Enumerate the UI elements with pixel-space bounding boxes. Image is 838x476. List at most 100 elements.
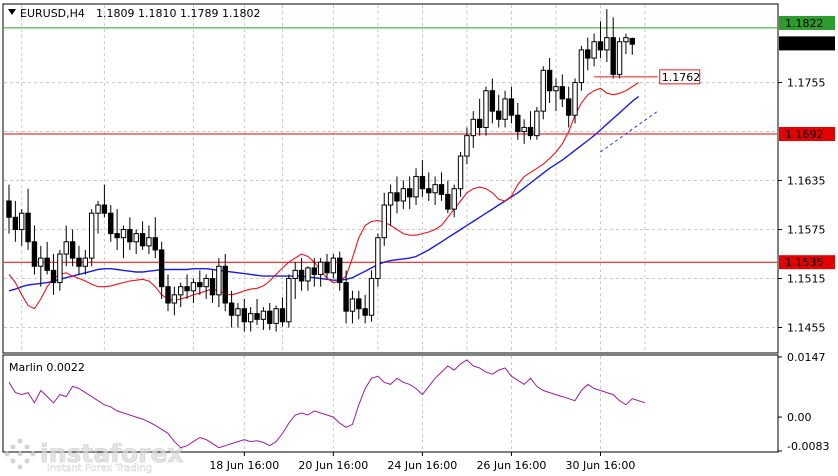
chart-menu-triangle-icon[interactable] [8,9,16,15]
candle-body [540,69,546,112]
watermark-brand: instaforex [40,439,184,468]
candle-body [197,282,203,288]
slow-moving-average [8,95,640,292]
candle-body [292,269,298,280]
candle-body [305,267,311,282]
osc-tick-label: -0.0083 [787,440,829,453]
level-lines[interactable] [4,27,777,263]
candle-body [120,229,127,239]
price-tick-label: 1.1455 [787,322,826,335]
osc-tick-label: 0.00 [787,411,812,424]
price-axis: 1.1755 1.1635 1.1575 1.1515 1.1455 [778,77,826,335]
candle-body [108,212,114,235]
candle-body [235,308,241,316]
red-upper-label-box [779,127,835,142]
red-upper-label: 1.1692 [785,128,824,141]
candle-body [591,41,597,59]
candle-body [222,265,228,304]
candle-body [375,237,381,280]
green-level-label: 1.1822 [785,17,824,30]
red-lower-label-box [779,255,835,270]
candle-body [610,37,616,75]
time-axis: 18 Jun 16:00 20 Jun 16:00 24 Jun 16:00 26 J… [209,452,635,472]
candle-body [476,118,483,128]
candle-body [559,86,566,100]
candle-body [38,257,44,267]
ohlc-values: 1.1809 1.1810 1.1789 1.1802 [96,7,260,20]
candle-body [527,126,534,137]
instaforex-logo: instaforex Instant Forex Trading [4,438,184,474]
candle-body [521,126,527,133]
candle-body [515,114,521,133]
candle-body [298,269,305,282]
candle-body [25,212,31,243]
candle-body [426,188,432,194]
candle-body [616,41,623,75]
candle-body [565,98,572,116]
candle-body [184,286,190,292]
candle-body [368,278,375,316]
logo-dots-icon [4,438,36,470]
candle-body [356,298,362,310]
candle-body [438,184,445,195]
time-tick-label: 20 Jun 16:00 [298,459,368,472]
candle-body [171,294,178,304]
current-price-label: 1.1802 [785,37,824,50]
price-tick-label: 1.1575 [787,224,826,237]
candle-body [241,308,248,323]
candle-body [381,204,387,239]
marker-label-box [659,69,701,85]
candle-body [31,241,38,267]
lower-panel-frame [2,354,779,453]
price-tick-label: 1.1515 [787,273,826,286]
time-tick-label: 26 Jun 16:00 [476,459,546,472]
candle-body [445,193,451,210]
candle-body [578,49,585,84]
candle-body [413,175,419,198]
current-price-label-box [779,36,835,51]
candle-body [69,241,76,259]
candle-body [362,308,368,316]
marlin-oscillator-line [8,359,646,449]
oscillator-axis: 0.0147 0.00 -0.0083 [778,351,829,453]
candle-body [44,257,50,271]
candle-body [286,278,292,323]
candle-body [254,313,260,320]
candle-body [324,261,330,274]
candle-body [63,241,69,255]
candlesticks [6,9,635,332]
candle-body [228,302,235,316]
candle-body [139,233,146,247]
candle-body [82,257,89,267]
candle-body [158,249,165,288]
candle-body [470,118,476,137]
candle-body [330,257,337,274]
candle-body [597,41,604,51]
candle-body [88,212,95,259]
red-lower-label: 1.1535 [785,256,824,269]
candle-body [12,216,19,231]
candle-body [260,310,267,320]
candle-body [279,308,286,323]
price-tick-label: 1.1635 [787,175,826,188]
candle-body [76,257,82,267]
candle-body [419,175,426,190]
price-tick-label: 1.1755 [787,77,826,90]
candle-body [178,286,184,296]
candle-body [502,98,508,120]
candle-body [57,253,63,284]
candle-body [483,90,489,128]
candle-body [133,233,139,243]
candle-body [6,200,12,218]
candle-body [489,90,496,112]
candle-body [146,237,152,247]
osc-tick-label: 0.0147 [787,351,826,364]
time-tick-label: 24 Jun 16:00 [387,459,457,472]
watermark-tagline: Instant Forex Trading [47,463,152,474]
candle-body [216,265,222,296]
candle-body [209,278,216,296]
symbol-label: EURUSD,H4 [20,7,85,20]
green-level-label-box [779,15,835,30]
oscillator-title: Marlin 0.0022 [9,361,85,374]
